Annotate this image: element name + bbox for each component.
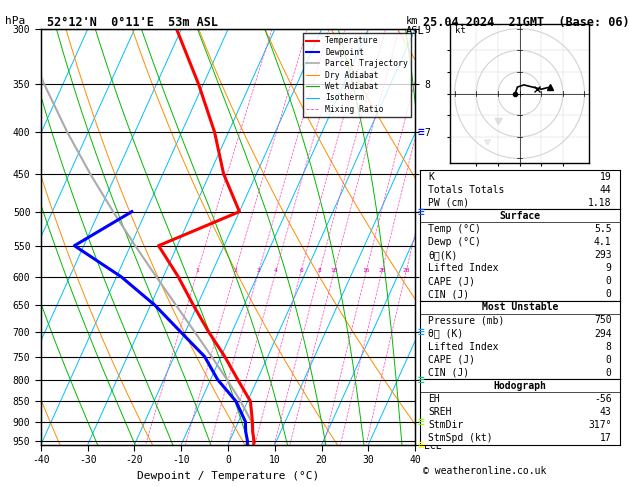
Text: 293: 293 [594,250,611,260]
Text: Most Unstable: Most Unstable [482,302,558,312]
Text: K: K [428,172,434,182]
Legend: Temperature, Dewpoint, Parcel Trajectory, Dry Adiabat, Wet Adiabat, Isotherm, Mi: Temperature, Dewpoint, Parcel Trajectory… [303,33,411,117]
Text: ≡: ≡ [417,440,424,450]
Text: Pressure (mb): Pressure (mb) [428,315,504,326]
Text: 19: 19 [600,172,611,182]
Text: 317°: 317° [588,420,611,430]
Text: θᴄ (K): θᴄ (K) [428,329,464,339]
Text: 4.1: 4.1 [594,237,611,247]
Text: SREH: SREH [428,407,452,417]
Text: 17: 17 [600,433,611,443]
Text: ASL: ASL [406,26,425,36]
Text: km: km [406,16,418,26]
Y-axis label: Mixing Ratio (g/kg): Mixing Ratio (g/kg) [446,181,455,293]
Text: CIN (J): CIN (J) [428,368,469,378]
Text: -56: -56 [594,394,611,404]
Text: Temp (°C): Temp (°C) [428,224,481,234]
Text: 8: 8 [318,268,321,273]
Text: kt: kt [455,26,465,35]
Text: 5.5: 5.5 [594,224,611,234]
Text: Lifted Index: Lifted Index [428,263,499,273]
Text: CIN (J): CIN (J) [428,289,469,299]
Text: 0: 0 [606,368,611,378]
Text: Totals Totals: Totals Totals [428,185,504,195]
Text: 52°12'N  0°11'E  53m ASL: 52°12'N 0°11'E 53m ASL [47,16,218,29]
Text: StmSpd (kt): StmSpd (kt) [428,433,493,443]
Text: 6: 6 [299,268,303,273]
Text: PW (cm): PW (cm) [428,198,469,208]
Text: 0: 0 [606,289,611,299]
Text: © weatheronline.co.uk: © weatheronline.co.uk [423,466,546,476]
Text: 1.18: 1.18 [588,198,611,208]
Text: 4: 4 [274,268,278,273]
Text: Lifted Index: Lifted Index [428,342,499,352]
Text: 10: 10 [331,268,338,273]
Text: EH: EH [428,394,440,404]
Text: 2: 2 [233,268,237,273]
Text: ≡: ≡ [417,127,424,137]
Text: hPa: hPa [5,16,25,26]
Text: ≡: ≡ [417,375,424,384]
Text: 8: 8 [606,342,611,352]
Text: 1: 1 [196,268,199,273]
Text: 0: 0 [606,276,611,286]
Text: 9: 9 [606,263,611,273]
Text: Surface: Surface [499,211,540,221]
Text: 44: 44 [600,185,611,195]
Text: 750: 750 [594,315,611,326]
Text: 43: 43 [600,407,611,417]
Text: 20: 20 [378,268,386,273]
Text: θᴄ(K): θᴄ(K) [428,250,457,260]
Text: 294: 294 [594,329,611,339]
Text: ≡: ≡ [417,327,424,337]
Text: CAPE (J): CAPE (J) [428,276,475,286]
Text: 0: 0 [606,355,611,364]
Text: CAPE (J): CAPE (J) [428,355,475,364]
Text: 25.04.2024  21GMT  (Base: 06): 25.04.2024 21GMT (Base: 06) [423,16,629,29]
Text: 28: 28 [403,268,410,273]
Text: StmDir: StmDir [428,420,464,430]
Text: 16: 16 [362,268,370,273]
Text: Dewp (°C): Dewp (°C) [428,237,481,247]
X-axis label: Dewpoint / Temperature (°C): Dewpoint / Temperature (°C) [137,470,319,481]
Text: ≡: ≡ [417,417,424,427]
Text: 3: 3 [257,268,260,273]
Text: Hodograph: Hodograph [493,381,547,391]
Text: ≡: ≡ [417,207,424,217]
